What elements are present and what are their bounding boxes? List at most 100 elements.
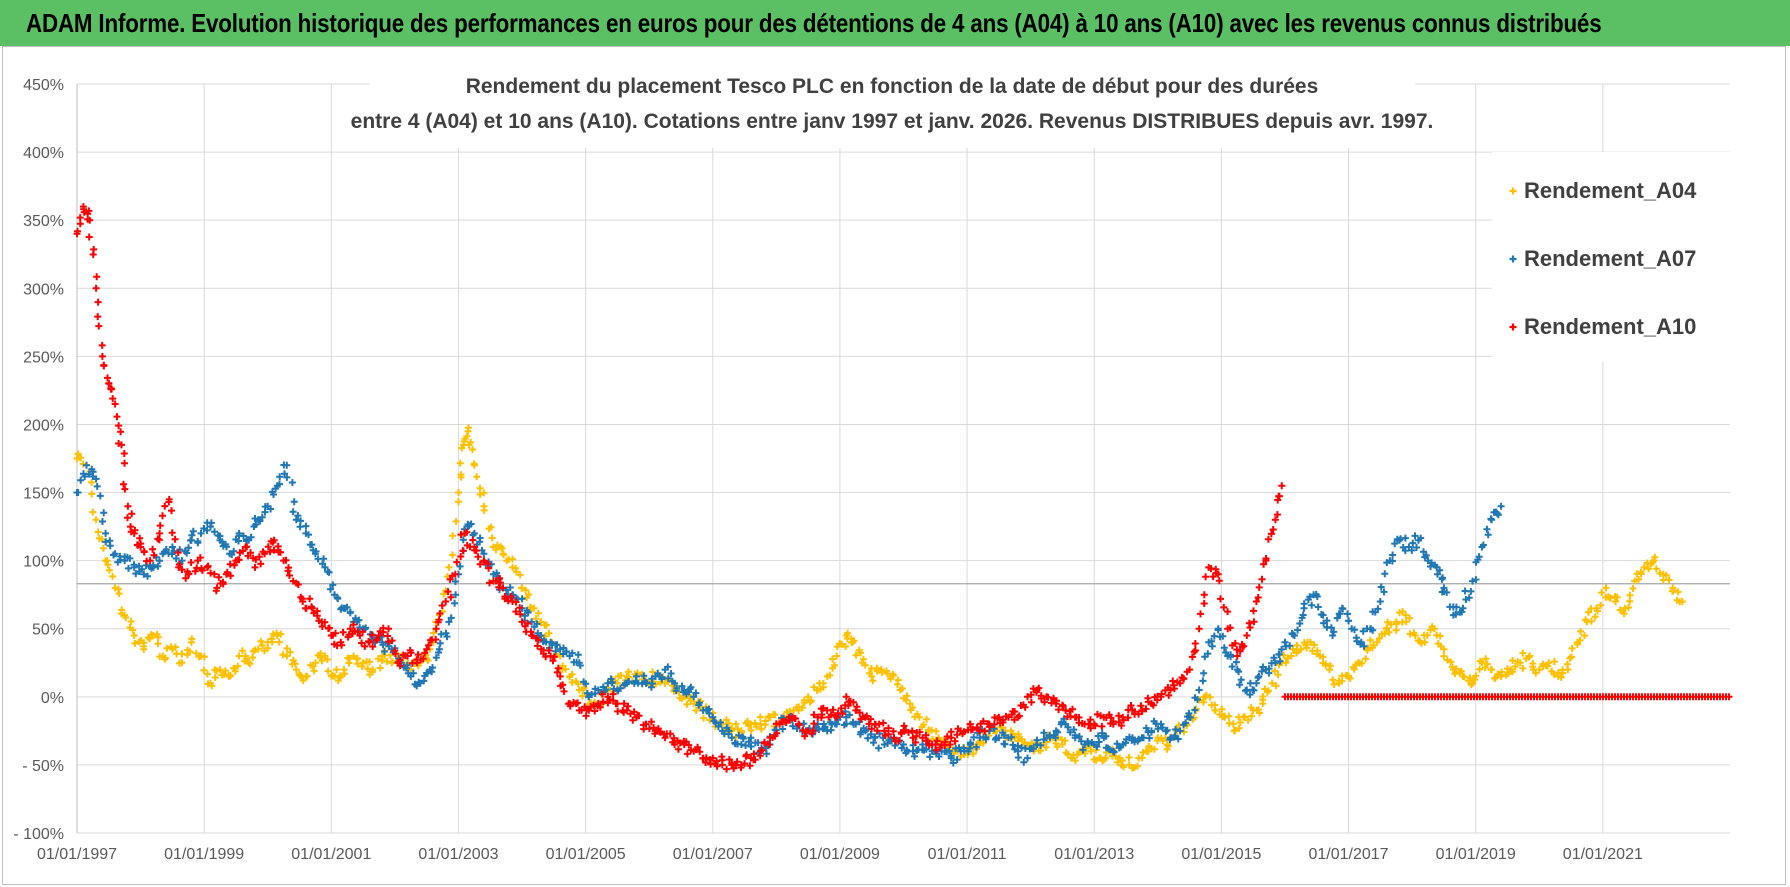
scatter-cluster (859, 655, 875, 677)
scatter-cluster (614, 700, 628, 716)
data-point (661, 734, 669, 742)
data-point (833, 652, 841, 660)
scatter-cluster (369, 655, 386, 676)
y-tick-label: 200% (23, 417, 64, 434)
scatter-cluster (464, 520, 477, 539)
scatter-cluster (521, 607, 532, 625)
data-point (1411, 632, 1419, 639)
x-tick-label: 01/01/2019 (1436, 846, 1516, 863)
data-point (216, 666, 224, 674)
scatter-cluster (428, 649, 442, 676)
data-point (1373, 638, 1381, 646)
scatter-cluster (1320, 617, 1335, 632)
scatter-cluster (223, 560, 238, 580)
scatter-cluster (453, 531, 467, 566)
scatter-cluster (414, 649, 429, 664)
data-point (321, 563, 329, 571)
data-point (1612, 598, 1620, 605)
data-point (451, 570, 459, 578)
scatter-cluster (93, 482, 108, 525)
data-point (1602, 584, 1610, 592)
scatter-cluster (596, 690, 612, 711)
scatter-cluster (227, 662, 242, 679)
scatter-cluster (747, 739, 763, 757)
scatter-cluster (1157, 734, 1171, 753)
scatter-cluster (132, 562, 146, 578)
data-point (1631, 577, 1639, 585)
data-point (92, 516, 100, 524)
data-point (1488, 516, 1496, 524)
data-point (1430, 625, 1438, 633)
data-point (1319, 611, 1327, 619)
data-point (178, 659, 186, 667)
data-point (906, 700, 914, 708)
series-rendement-a07 (73, 461, 1505, 767)
scatter-cluster (295, 670, 307, 684)
scatter-cluster (208, 666, 221, 690)
data-point (432, 625, 440, 633)
data-point (728, 734, 736, 742)
scatter-cluster (1093, 729, 1106, 751)
scatter-cluster (1408, 532, 1420, 554)
scatter-cluster (473, 473, 488, 498)
scatter-cluster (889, 670, 902, 688)
scatter-cluster (267, 485, 280, 513)
x-tick-label: 01/01/2015 (1181, 846, 1261, 863)
scatter-cluster (548, 640, 561, 655)
scatter-cluster (1014, 744, 1029, 766)
scatter-cluster (731, 731, 743, 748)
scatter-cluster (500, 551, 516, 565)
x-tick-label: 01/01/2005 (546, 846, 626, 863)
scatter-cluster (825, 706, 839, 721)
title-banner: ADAM Informe. Evolution historique des p… (0, 0, 1790, 46)
scatter-cluster (74, 470, 89, 496)
scatter-cluster (94, 298, 106, 349)
data-point (919, 741, 927, 748)
scatter-cluster (1393, 608, 1406, 628)
scatter-cluster (324, 568, 337, 593)
scatter-cluster (218, 538, 230, 551)
scatter-cluster (349, 621, 362, 638)
data-point (445, 618, 453, 626)
scatter-cluster (578, 703, 591, 720)
data-point (442, 598, 450, 605)
scatter-cluster (1377, 559, 1391, 596)
data-point (1271, 516, 1279, 524)
scatter-cluster (1241, 704, 1256, 724)
scatter-cluster (702, 754, 715, 768)
scatter-cluster (1215, 577, 1232, 616)
scatter-cluster (122, 614, 137, 634)
scatter-cluster (492, 541, 506, 554)
data-point (311, 659, 319, 667)
data-point (1535, 666, 1543, 674)
scatter-cluster (1226, 624, 1241, 654)
data-point (1287, 652, 1295, 660)
scatter-cluster (750, 750, 764, 764)
scatter-cluster (310, 607, 323, 625)
scatter-cluster (460, 424, 472, 445)
legend-label-a07: Rendement_A07 (1524, 246, 1696, 271)
x-tick-label: 01/01/2009 (800, 846, 880, 863)
scatter-cluster (74, 450, 87, 468)
data-point (1434, 570, 1441, 578)
scatter-cluster (480, 558, 493, 587)
data-point (124, 502, 132, 510)
scatter-cluster (720, 724, 733, 738)
scatter-cluster (228, 536, 242, 559)
scatter-cluster (425, 636, 440, 649)
x-tick-label: 01/01/2017 (1308, 846, 1388, 863)
y-tick-label: - 100% (13, 826, 64, 843)
legend: Rendement_A04 Rendement_A07 Rendement_A1… (1492, 152, 1730, 362)
scatter-cluster (178, 646, 194, 659)
scatter-cluster (200, 519, 211, 534)
data-point (156, 529, 164, 537)
data-point (213, 584, 221, 592)
data-point (1058, 741, 1066, 748)
scatter-cluster (625, 677, 640, 687)
data-point (528, 618, 536, 626)
scatter-cluster (257, 637, 272, 655)
data-point (435, 645, 443, 653)
data-point-run (1281, 693, 1733, 701)
data-point (671, 679, 679, 687)
